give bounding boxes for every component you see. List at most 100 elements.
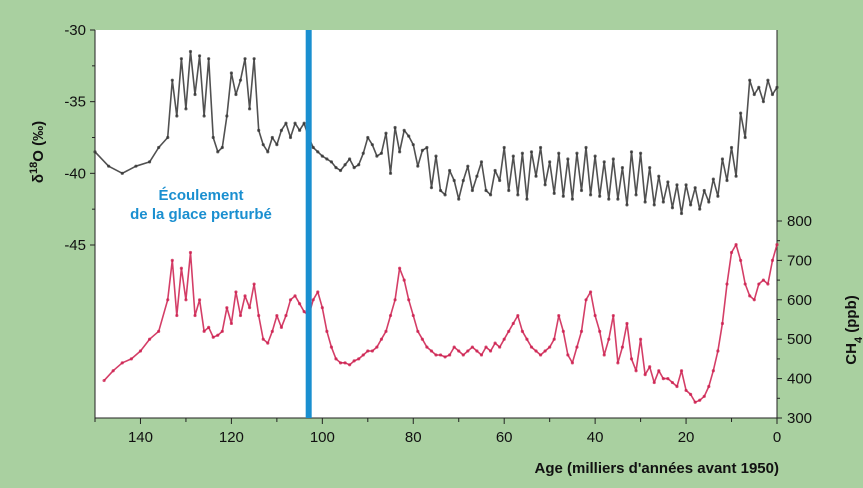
ch4-point	[679, 369, 684, 373]
d18o-point	[707, 200, 711, 204]
ch4-point	[325, 329, 329, 333]
ch4-point	[484, 345, 488, 349]
d18o-point	[361, 151, 365, 155]
ch4-point	[684, 388, 688, 393]
ch4-point	[197, 298, 202, 302]
ch4-point	[316, 290, 320, 294]
d18o-point	[470, 188, 474, 193]
ch4-point	[634, 369, 638, 373]
ch4-point	[393, 298, 397, 302]
d18o-point	[211, 135, 215, 140]
plot-area	[95, 30, 777, 418]
ch4-point	[411, 313, 415, 318]
ch4-point	[739, 258, 743, 262]
ch4-point	[166, 298, 170, 302]
ch4-point	[129, 357, 133, 361]
y-right-axis-title: CH4 (ppb)	[843, 295, 863, 364]
ch4-point	[384, 329, 388, 333]
ch4-point	[561, 329, 565, 333]
ch4-point	[193, 313, 197, 318]
d18o-point	[134, 164, 138, 168]
ch4-point	[388, 313, 393, 318]
ch4-point	[361, 353, 365, 357]
d18o-point	[570, 197, 575, 201]
d18o-point	[343, 163, 347, 167]
left-axis: -30 -35 -40 -45	[64, 22, 96, 418]
bottom-tick-label: 40	[587, 429, 604, 446]
ch4-point	[607, 337, 611, 341]
d18o-point	[407, 134, 411, 138]
d18o-point	[120, 171, 124, 175]
ch4-series-line	[103, 243, 778, 404]
d18o-point	[761, 100, 765, 104]
ch4-point	[379, 337, 384, 341]
d18o-point	[375, 154, 379, 158]
ch4-point	[111, 369, 115, 373]
ch4-point	[493, 341, 497, 345]
ch4-point	[770, 258, 775, 262]
ch4-point	[352, 359, 356, 363]
d18o-point	[679, 211, 684, 216]
bottom-axis: 140 120 100 80 60 40 20 0	[94, 417, 781, 446]
d18o-point	[666, 180, 670, 184]
ch4-point	[184, 298, 188, 302]
d18o-point	[675, 183, 679, 187]
d18o-point	[698, 207, 702, 211]
d18o-point	[575, 151, 579, 155]
ch4-point	[293, 294, 297, 298]
bottom-tick-label: 60	[496, 429, 513, 446]
ch4-point	[529, 345, 534, 349]
ch4-point	[284, 313, 288, 318]
d18o-point	[702, 188, 706, 193]
d18o-point	[684, 183, 688, 187]
ch4-point	[511, 321, 515, 326]
d18o-point	[629, 150, 634, 154]
d18o-point	[670, 206, 675, 210]
ch4-point	[147, 337, 152, 341]
ch4-point	[443, 355, 447, 359]
ch4-point	[348, 363, 352, 367]
ch4-point	[557, 313, 561, 318]
d18o-point	[184, 107, 188, 111]
ch4-point	[302, 310, 306, 314]
d18o-point	[302, 121, 306, 125]
d18o-point	[493, 168, 497, 173]
d18o-point	[352, 166, 356, 170]
ch4-point	[320, 306, 324, 310]
ch4-point	[579, 329, 584, 333]
d18o-point	[420, 148, 424, 152]
ch4-point	[234, 290, 238, 294]
ch4-point	[407, 298, 411, 302]
left-tick-label: -30	[64, 22, 86, 39]
d18o-point	[620, 166, 625, 170]
d18o-point	[429, 186, 434, 190]
ch4-point	[566, 353, 570, 357]
right-tick-label: 400	[787, 371, 812, 388]
ch4-point	[420, 337, 424, 341]
ch4-point	[120, 361, 124, 365]
d18o-point	[348, 157, 352, 161]
ch4-point	[225, 306, 229, 310]
d18o-point	[370, 143, 374, 147]
d18o-point	[416, 164, 420, 168]
ch4-point	[279, 325, 284, 329]
d18o-point	[107, 164, 111, 168]
y-left-axis-title: δ18O (‰)	[28, 121, 47, 183]
ch4-point	[757, 282, 761, 286]
d18o-point	[502, 145, 506, 150]
ch4-point	[648, 365, 652, 369]
ch4-point	[138, 349, 143, 353]
d18o-point	[311, 145, 315, 150]
ch4-point	[616, 361, 620, 365]
ch4-point	[257, 313, 261, 318]
ch4-point	[548, 345, 552, 349]
ch4-point	[516, 313, 520, 318]
ch4-point	[598, 329, 602, 333]
ch4-point	[102, 378, 106, 383]
d18o-point	[316, 150, 320, 154]
d18o-point	[548, 160, 552, 164]
d18o-point	[243, 57, 247, 61]
ch4-point	[575, 345, 579, 349]
d18o-point	[639, 151, 643, 155]
